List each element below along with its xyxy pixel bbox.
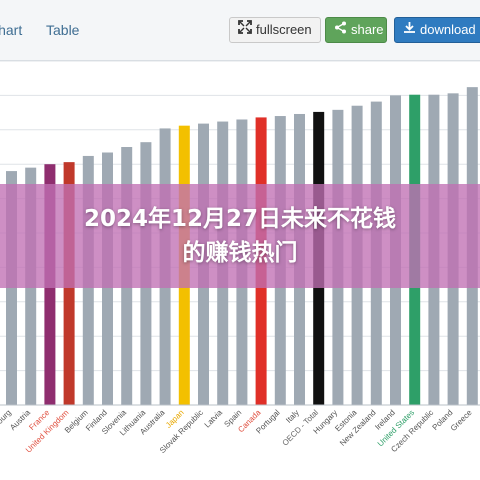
fullscreen-label: fullscreen <box>256 22 312 37</box>
download-button[interactable]: download <box>394 17 480 43</box>
headline-line-2: 的赚钱热门 <box>182 240 298 266</box>
download-icon <box>403 17 416 43</box>
fullscreen-icon <box>238 17 252 43</box>
bar-luxembourg[interactable] <box>6 171 17 405</box>
share-label: share <box>351 22 384 37</box>
tab-table[interactable]: Table <box>46 22 80 38</box>
share-button[interactable]: share <box>325 17 387 43</box>
headline-line-1: 2024年12月27日未来不花钱 <box>83 206 397 232</box>
share-icon <box>334 17 347 43</box>
chart-toolbar: Chart Table fullscreen share <box>0 0 480 61</box>
tick-label: Latvia <box>203 408 225 430</box>
fullscreen-button[interactable]: fullscreen <box>229 17 321 43</box>
tick-label: Greece <box>449 408 474 433</box>
tab-chart[interactable]: Chart <box>0 22 23 38</box>
download-label: download <box>420 22 476 37</box>
headline-banner: 2024年12月27日未来不花钱 的赚钱热门 <box>0 184 480 288</box>
